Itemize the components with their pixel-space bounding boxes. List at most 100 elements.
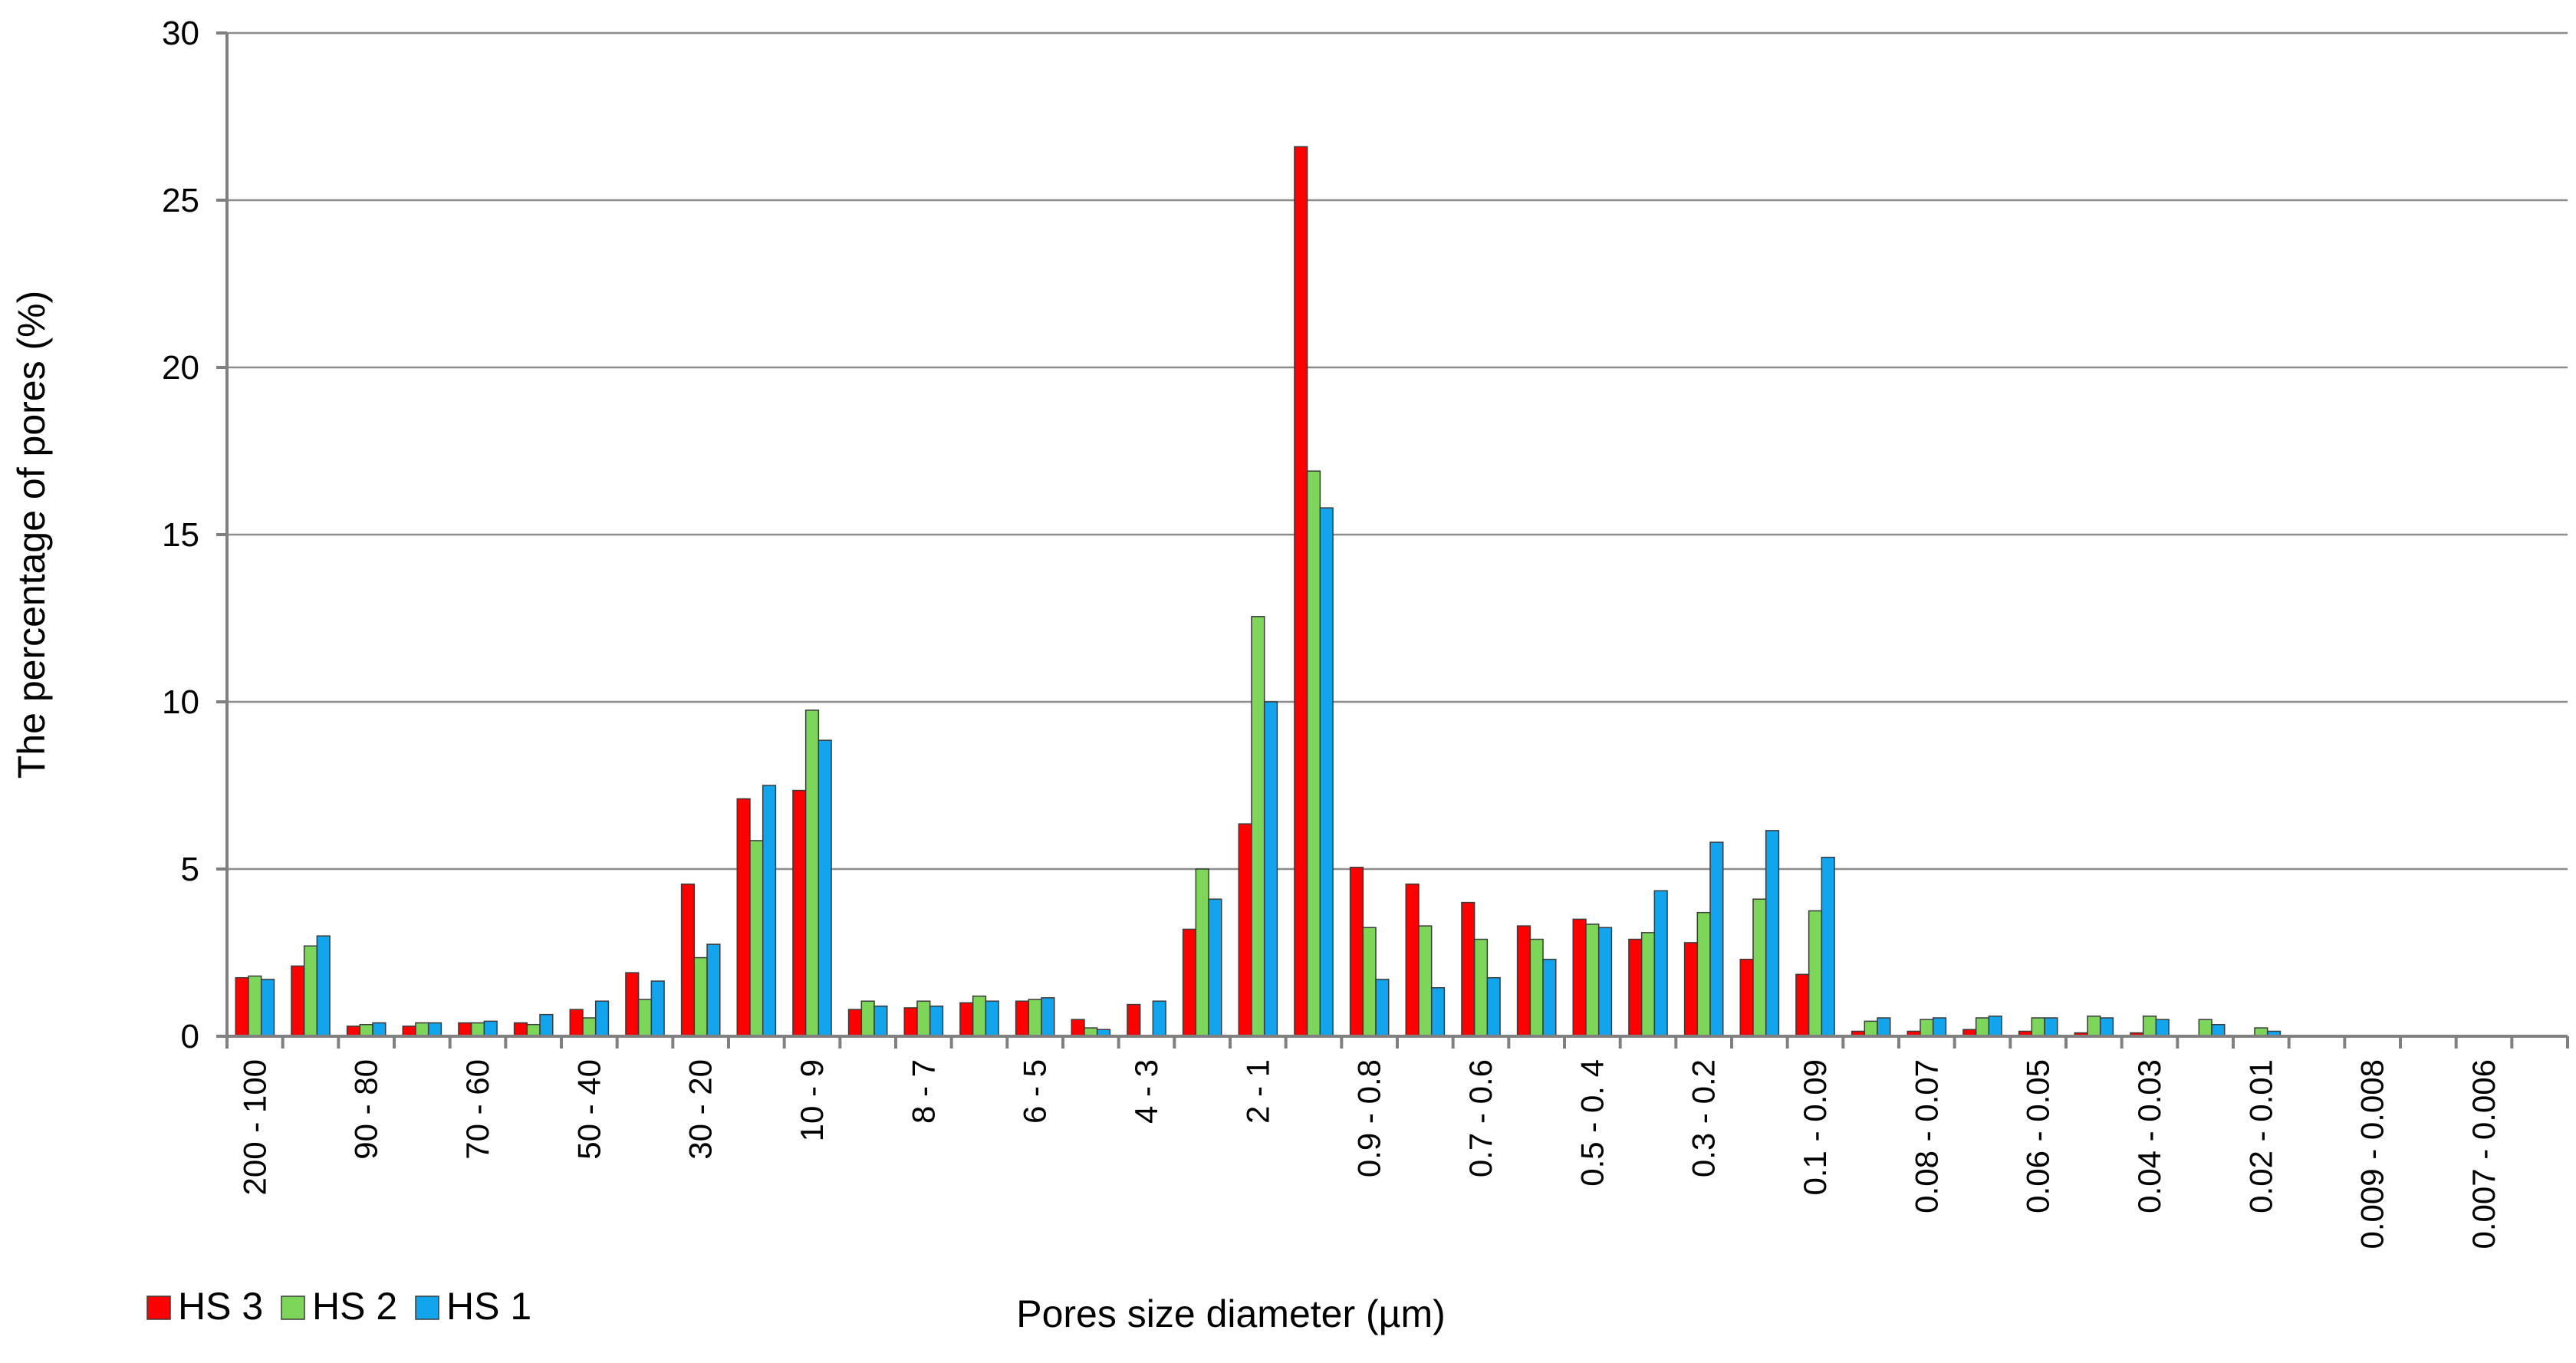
bar-hs-1	[1653, 890, 1668, 1037]
bar-hs-1	[1597, 927, 1613, 1037]
x-tick-label: 4 - 3	[1128, 1059, 1164, 1124]
bar-hs-2	[1473, 938, 1489, 1037]
bar-marks	[235, 146, 2282, 1037]
x-tick-label: 0.5 - 0. 4	[1574, 1059, 1610, 1187]
y-tick-label: 30	[162, 15, 199, 52]
bar-hs-3	[458, 1022, 472, 1037]
bar-hs-2	[1864, 1020, 1878, 1037]
bar-hs-1	[929, 1006, 944, 1037]
bar-hs-3	[847, 1009, 863, 1037]
bar-hs-1	[260, 979, 275, 1037]
bar-hs-2	[1975, 1017, 1990, 1037]
x-axis-ticks: 200 - 100 90 - 80 70 - 60 50 - 40 30 - 20 10 …	[225, 1036, 2569, 1249]
y-axis-ticks: 0 5 10 15 20 25 30	[162, 15, 227, 1055]
bar-hs-1	[483, 1020, 498, 1037]
bar-hs-2	[1752, 898, 1767, 1037]
bar-hs-2	[470, 1022, 485, 1037]
bar-hs-3	[235, 976, 249, 1037]
bar-hs-3	[1015, 1000, 1030, 1037]
x-tick-label: 200 - 100	[236, 1059, 272, 1195]
bar-hs-2	[2198, 1019, 2212, 1037]
bar-hs-1	[1932, 1017, 1947, 1037]
x-tick-label: 50 - 40	[571, 1059, 607, 1160]
x-tick-label: 90 - 80	[348, 1059, 384, 1160]
x-tick-label: 0.1 - 0.09	[1797, 1059, 1833, 1195]
y-tick-label: 20	[162, 349, 199, 387]
bar-hs-3	[625, 972, 640, 1037]
legend-swatch	[146, 1296, 171, 1320]
bar-hs-1	[2044, 1017, 2058, 1037]
bar-hs-2	[749, 840, 764, 1037]
bar-hs-2	[526, 1023, 541, 1037]
bar-hs-3	[569, 1009, 584, 1037]
bar-hs-3	[1405, 883, 1420, 1037]
bar-hs-1	[1542, 958, 1557, 1037]
x-tick-label: 2 - 1	[1239, 1059, 1275, 1124]
x-tick-label: 0.02 - 0.01	[2242, 1059, 2278, 1213]
bar-hs-3	[1238, 823, 1252, 1037]
bar-hs-3	[1739, 958, 1754, 1037]
bar-hs-1	[594, 1000, 610, 1037]
bar-hs-1	[1041, 997, 1055, 1037]
x-tick-label: 0.7 - 0.6	[1462, 1059, 1499, 1177]
bar-hs-2	[1920, 1019, 1934, 1037]
bar-hs-3	[1516, 925, 1531, 1037]
bar-hs-3	[792, 789, 807, 1037]
bar-hs-3	[903, 1007, 918, 1037]
bar-hs-1	[1988, 1016, 2002, 1037]
y-axis-title: The percentage of pores (%)	[10, 291, 53, 779]
bar-hs-1	[2155, 1019, 2170, 1037]
bar-hs-3	[1461, 901, 1476, 1037]
bar-hs-1	[873, 1006, 888, 1037]
bar-hs-2	[1362, 927, 1377, 1037]
bar-hs-1	[316, 935, 331, 1037]
bar-hs-2	[1028, 999, 1042, 1037]
bar-hs-1	[1821, 856, 1835, 1037]
x-tick-label: 6 - 5	[1017, 1059, 1053, 1124]
bar-hs-1	[762, 785, 777, 1037]
x-tick-label: 0.04 - 0.03	[2131, 1059, 2167, 1213]
bar-hs-3	[1071, 1019, 1085, 1037]
bar-hs-2	[1306, 470, 1321, 1037]
y-tick-label: 25	[162, 182, 199, 219]
x-tick-label: 70 - 60	[459, 1059, 495, 1160]
bar-hs-1	[985, 1000, 999, 1037]
bar-hs-2	[1585, 923, 1600, 1037]
x-tick-label: 0.08 - 0.07	[1908, 1059, 1944, 1213]
bar-hs-1	[1709, 841, 1724, 1037]
bar-hs-2	[916, 1000, 931, 1037]
gridlines	[227, 31, 2568, 871]
bar-hs-2	[860, 1000, 875, 1037]
bar-hs-2	[359, 1023, 373, 1037]
bar-hs-3	[680, 883, 696, 1037]
legend-swatch	[281, 1296, 305, 1320]
bar-hs-2	[2087, 1016, 2101, 1037]
bar-hs-1	[1208, 898, 1222, 1037]
bar-hs-3	[1294, 146, 1308, 1037]
x-tick-label: 10 - 9	[794, 1059, 830, 1141]
bar-hs-1	[2211, 1023, 2226, 1037]
bar-hs-1	[427, 1022, 442, 1037]
bar-hs-1	[372, 1022, 387, 1037]
bar-hs-2	[972, 995, 987, 1037]
bar-hs-2	[2142, 1016, 2157, 1037]
x-tick-label: 0.9 - 0.8	[1351, 1059, 1387, 1177]
bar-hs-3	[1349, 867, 1364, 1037]
bar-hs-2	[637, 999, 653, 1037]
bar-hs-2	[582, 1017, 597, 1037]
bar-hs-3	[1572, 918, 1587, 1037]
bar-hs-3	[736, 798, 751, 1037]
legend: HS 3 HS 2 HS 1	[146, 1285, 531, 1328]
legend-swatch	[415, 1296, 439, 1320]
y-tick-label: 10	[162, 683, 199, 721]
legend-label: HS 3	[178, 1285, 263, 1328]
bar-hs-1	[1152, 1000, 1166, 1037]
bar-hs-2	[1195, 868, 1209, 1037]
y-tick-label: 15	[162, 516, 199, 554]
bar-hs-2	[303, 945, 318, 1037]
x-tick-label: 0.007 - 0.006	[2466, 1059, 2502, 1249]
bar-hs-1	[818, 739, 832, 1037]
y-tick-label: 0	[181, 1018, 199, 1055]
bar-hs-2	[1640, 932, 1656, 1037]
bar-hs-2	[2031, 1017, 2045, 1037]
